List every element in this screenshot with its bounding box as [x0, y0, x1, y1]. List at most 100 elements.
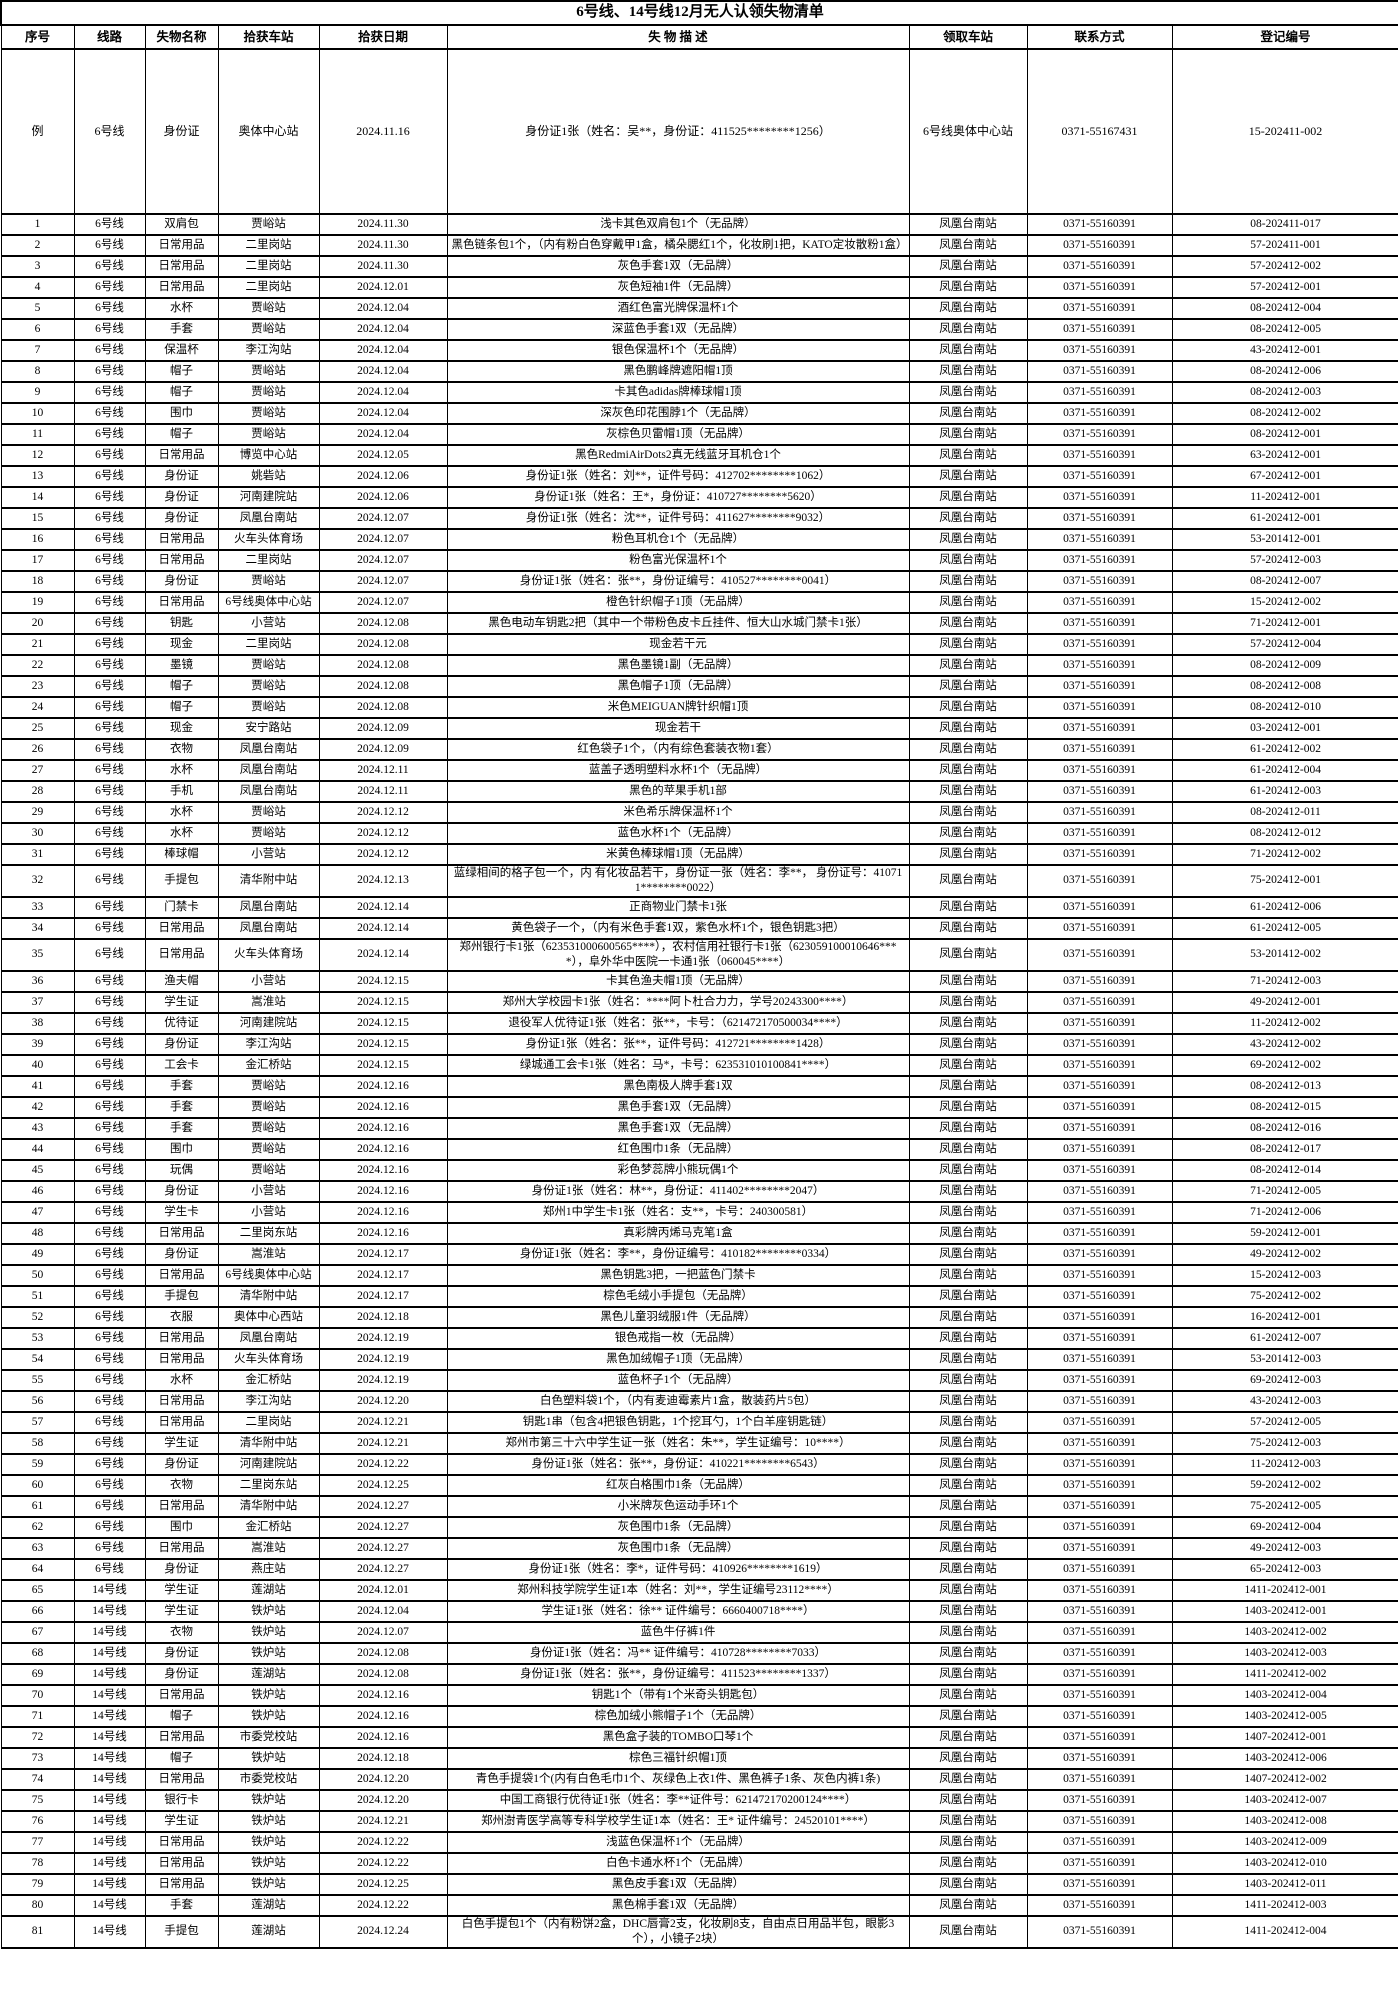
- cell-regno: 61-202412-007: [1171, 1326, 1398, 1350]
- cell-line: 6号线: [73, 843, 146, 866]
- table-row: 53 6号线 日常用品 凤凰台南站 2024.12.19 银色戒指一枚（无品牌） 凤凰台南站…: [0, 1326, 1398, 1350]
- cell-item: 身份证: [144, 486, 219, 509]
- cell-item: 墨镜: [144, 654, 219, 677]
- column-header-line: 线路: [73, 24, 146, 50]
- table-row: 15 6号线 身份证 凤凰台南站 2024.12.07 身份证1张（姓名：沈**，证件号码…: [0, 507, 1398, 530]
- cell-item: 手套: [144, 1116, 219, 1140]
- cell-line: 6号线: [73, 1053, 146, 1077]
- cell-date: 2024.12.15: [318, 1011, 448, 1035]
- cell-description: 身份证1张（姓名：张**，证件号码：412721********1428）: [446, 1032, 910, 1056]
- cell-description: 身份证1张（姓名：李*，证件号码：410926********1619）: [446, 1557, 910, 1581]
- cell-date: 2024.12.20: [318, 1788, 448, 1812]
- cell-no: 32: [0, 864, 75, 898]
- cell-pickup: 凤凰台南站: [908, 937, 1028, 972]
- table-row: 13 6号线 身份证 姚砦站 2024.12.06 身份证1张（姓名：刘**，证件号码：4…: [0, 465, 1398, 488]
- cell-regno: 53-201412-003: [1171, 1347, 1398, 1371]
- cell-regno: 08-202412-012: [1171, 822, 1398, 845]
- cell-no: 56: [0, 1389, 75, 1413]
- cell-item: 工会卡: [144, 1053, 219, 1077]
- cell-pickup: 凤凰台南站: [908, 1200, 1028, 1224]
- cell-description: 蓝色水杯1个（无品牌）: [446, 822, 910, 845]
- cell-contact: 0371-55160391: [1026, 423, 1173, 446]
- lost-and-found-table: 6号线、14号线12月无人认领失物清单 序号 线路 失物名称 拾获车站 拾获日期失 物 …: [0, 0, 1398, 1949]
- cell-line: 14号线: [73, 1704, 146, 1728]
- cell-regno: 08-202412-005: [1171, 318, 1398, 341]
- cell-contact: 0371-55160391: [1026, 1242, 1173, 1266]
- cell-station: 清华附中站: [217, 1494, 320, 1518]
- cell-line: 14号线: [73, 1830, 146, 1854]
- cell-station: 河南建院站: [217, 1011, 320, 1035]
- cell-station: 贾峪站: [217, 675, 320, 698]
- cell-contact: 0371-55160391: [1026, 843, 1173, 866]
- cell-pickup: 凤凰台南站: [908, 1389, 1028, 1413]
- cell-pickup: 凤凰台南站: [908, 1410, 1028, 1434]
- cell-description: 白色卡通水杯1个（无品牌）: [446, 1851, 910, 1875]
- cell-pickup: 凤凰台南站: [908, 738, 1028, 761]
- cell-no: 40: [0, 1053, 75, 1077]
- cell-pickup: 凤凰台南站: [908, 1746, 1028, 1770]
- cell-contact: 0371-55160391: [1026, 1515, 1173, 1539]
- cell-contact: 0371-55160391: [1026, 1683, 1173, 1707]
- cell-station: 贾峪站: [217, 1158, 320, 1182]
- cell-date: 2024.12.16: [318, 1158, 448, 1182]
- table-row: 73 14号线 帽子 铁炉站 2024.12.18 棕色三福针织帽1顶 凤凰台南站 0371-…: [0, 1746, 1398, 1770]
- cell-no: 38: [0, 1011, 75, 1035]
- cell-date: 2024.12.25: [318, 1872, 448, 1896]
- cell-station: 贾峪站: [217, 360, 320, 383]
- cell-date: 2024.12.13: [318, 864, 448, 898]
- cell-description: 身份证1张（姓名：林**，身份证：411402********2047）: [446, 1179, 910, 1203]
- cell-date: 2024.12.05: [318, 444, 448, 467]
- table-row: 56 6号线 日常用品 李江沟站 2024.12.20 白色塑料袋1个，（内有麦迪霉素片1…: [0, 1389, 1398, 1413]
- table-row: 20 6号线 钥匙 小营站 2024.12.08 黑色电动车钥匙2把（其中一个带粉色皮卡丘…: [0, 612, 1398, 635]
- cell-no: 39: [0, 1032, 75, 1056]
- cell-no: 33: [0, 895, 75, 919]
- cell-line: 6号线: [73, 717, 146, 740]
- cell-item: 日常用品: [144, 528, 219, 551]
- table-row: 48 6号线 日常用品 二里岗东站 2024.12.16 真彩牌丙烯马克笔1盒 凤凰台南站 0…: [0, 1221, 1398, 1245]
- table-row: 45 6号线 玩偶 贾峪站 2024.12.16 彩色梦蕊牌小熊玩偶1个 凤凰台南站 0371…: [0, 1158, 1398, 1182]
- cell-item: 日常用品: [144, 1683, 219, 1707]
- cell-contact: 0371-55160391: [1026, 444, 1173, 467]
- cell-station: 火车头体育场: [217, 1347, 320, 1371]
- cell-regno: 57-202412-004: [1171, 633, 1398, 656]
- cell-no: 10: [0, 402, 75, 425]
- cell-no: 71: [0, 1704, 75, 1728]
- cell-line: 6号线: [73, 339, 146, 362]
- table-row: 30 6号线 水杯 贾峪站 2024.12.12 蓝色水杯1个（无品牌） 凤凰台南站 0371…: [0, 822, 1398, 845]
- cell-no: 36: [0, 969, 75, 993]
- cell-no: 59: [0, 1452, 75, 1476]
- cell-station: 火车头体育场: [217, 528, 320, 551]
- cell-station: 贾峪站: [217, 822, 320, 845]
- cell-item: 衣物: [144, 1473, 219, 1497]
- cell-no: 65: [0, 1578, 75, 1602]
- cell-no: 70: [0, 1683, 75, 1707]
- cell-item: 日常用品: [144, 1389, 219, 1413]
- table-row: 40 6号线 工会卡 金汇桥站 2024.12.15 绿城通工会卡1张（姓名：马*，卡号：…: [0, 1053, 1398, 1077]
- cell-description: 蓝色杯子1个（无品牌）: [446, 1368, 910, 1392]
- cell-item: 日常用品: [144, 234, 219, 257]
- cell-no: 13: [0, 465, 75, 488]
- cell-station: 奥体中心西站: [217, 1305, 320, 1329]
- cell-contact: 0371-55167431: [1026, 48, 1173, 215]
- cell-regno: 08-202412-010: [1171, 696, 1398, 719]
- cell-description: 黑色加绒帽子1顶（无品牌）: [446, 1347, 910, 1371]
- cell-station: 凤凰台南站: [217, 759, 320, 782]
- cell-line: 14号线: [73, 1641, 146, 1665]
- cell-no: 16: [0, 528, 75, 551]
- table-row: 31 6号线 棒球帽 小营站 2024.12.12 米黄色棒球帽1顶（无品牌） 凤凰台南站 0…: [0, 843, 1398, 866]
- cell-contact: 0371-55160391: [1026, 339, 1173, 362]
- cell-pickup: 凤凰台南站: [908, 1053, 1028, 1077]
- cell-line: 6号线: [73, 780, 146, 803]
- cell-item: 现金: [144, 633, 219, 656]
- cell-station: 铁炉站: [217, 1599, 320, 1623]
- cell-item: 衣物: [144, 738, 219, 761]
- cell-contact: 0371-55160391: [1026, 1305, 1173, 1329]
- cell-description: 红灰白格围巾1条（无品牌）: [446, 1473, 910, 1497]
- cell-no: 15: [0, 507, 75, 530]
- table-body: 例 6号线 身份证 奥体中心站 2024.11.16 身份证1张（姓名：吴**，身份证：4…: [0, 48, 1398, 1949]
- cell-station: 贾峪站: [217, 402, 320, 425]
- cell-station: 二里岗站: [217, 549, 320, 572]
- cell-line: 6号线: [73, 1452, 146, 1476]
- cell-item: 学生证: [144, 1599, 219, 1623]
- cell-description: 黑色链条包1个，（内有粉白色穿戴甲1盒，橘朵腮红1个，化妆刷1把，KATO定妆散…: [446, 234, 910, 257]
